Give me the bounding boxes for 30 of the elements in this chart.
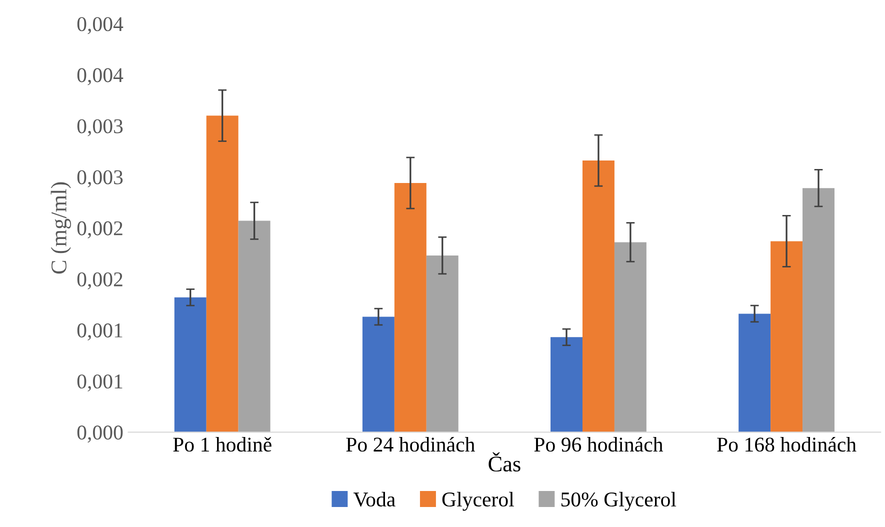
y-tick-label: 0,000 bbox=[77, 426, 123, 443]
x-tick-label: Po 168 hodinách bbox=[717, 436, 856, 452]
y-tick-label: 0,004 bbox=[77, 68, 124, 86]
y-tick-label: 0,004 bbox=[77, 17, 124, 34]
y-axis-title: C (mg/ml) bbox=[50, 182, 72, 274]
bar bbox=[614, 242, 646, 432]
bar bbox=[362, 316, 394, 432]
y-tick-label: 0,002 bbox=[77, 272, 122, 290]
x-tick-label: Po 1 hodině bbox=[173, 436, 272, 452]
bar bbox=[238, 220, 270, 432]
y-tick-label: 0,003 bbox=[77, 119, 123, 136]
bar bbox=[802, 188, 834, 432]
x-tick-label: Po 24 hodinách bbox=[346, 436, 475, 452]
bar bbox=[770, 241, 803, 432]
bar bbox=[426, 255, 458, 432]
legend-label: 50% Glycerol bbox=[561, 492, 676, 511]
y-tick-label: 0,001 bbox=[77, 374, 122, 392]
bar bbox=[582, 160, 614, 432]
x-axis-title: Čas bbox=[488, 452, 520, 472]
y-tick-label: 0,002 bbox=[77, 221, 122, 238]
bar bbox=[394, 183, 426, 432]
bar bbox=[174, 297, 206, 432]
x-tick-label: Po 96 hodinách bbox=[534, 436, 664, 452]
bar bbox=[550, 337, 582, 432]
y-tick-label: 0,001 bbox=[77, 323, 122, 340]
legend-label: Glycerol bbox=[442, 492, 514, 511]
legend-label: Voda bbox=[353, 492, 396, 507]
y-tick-label: 0,003 bbox=[77, 170, 123, 188]
bar bbox=[738, 314, 771, 432]
bar bbox=[206, 116, 238, 432]
